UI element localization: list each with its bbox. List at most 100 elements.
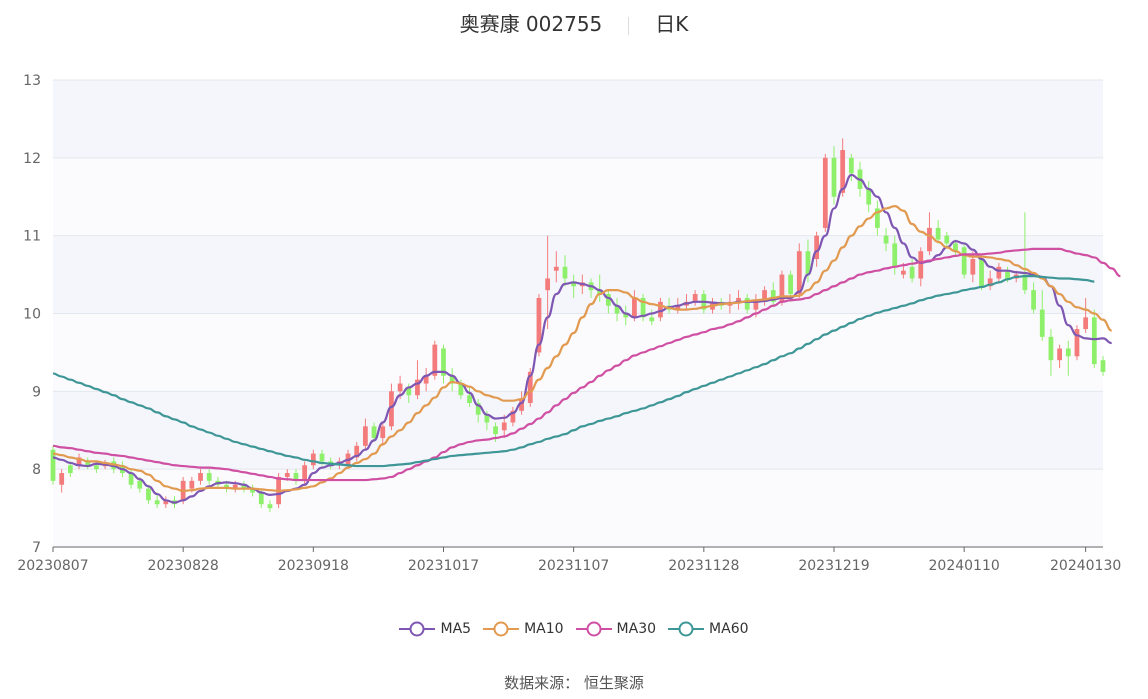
candle bbox=[814, 231, 820, 267]
candle bbox=[50, 445, 56, 485]
candle-body bbox=[493, 426, 498, 435]
y-tick-label: 13 bbox=[23, 73, 41, 89]
candle-body bbox=[371, 426, 377, 439]
candle-body bbox=[389, 391, 394, 427]
candle bbox=[371, 422, 377, 442]
candle-body bbox=[76, 457, 82, 466]
candle-body bbox=[848, 157, 854, 174]
candle bbox=[241, 480, 247, 493]
legend-item-ma60[interactable]: MA60 bbox=[668, 620, 749, 638]
candle-body bbox=[380, 426, 386, 439]
legend-item-ma30[interactable]: MA30 bbox=[575, 620, 656, 638]
candle bbox=[354, 441, 360, 462]
candle-body bbox=[874, 208, 880, 228]
title-separator bbox=[628, 16, 630, 35]
candle-body bbox=[1031, 290, 1036, 310]
candle bbox=[918, 247, 924, 287]
candle-body bbox=[137, 480, 143, 489]
candle bbox=[744, 294, 750, 314]
candle-body bbox=[649, 317, 655, 322]
candle bbox=[293, 469, 299, 485]
candle-body bbox=[501, 422, 507, 431]
candle bbox=[614, 297, 620, 322]
ma-line-ma10 bbox=[52, 204, 1113, 493]
candle bbox=[553, 251, 559, 283]
candle-body bbox=[762, 290, 767, 302]
candle bbox=[536, 294, 542, 357]
candle bbox=[796, 243, 802, 298]
candle bbox=[1083, 297, 1089, 333]
x-axis: 20230807 20230828 20230918 20231017 20231107… bbox=[17, 546, 1121, 574]
candle-body bbox=[59, 473, 65, 485]
candle-body bbox=[67, 465, 73, 474]
candle-body bbox=[805, 251, 811, 275]
candle-body bbox=[770, 290, 776, 302]
candle-body bbox=[510, 410, 516, 423]
stock-title: 奥赛康 002755 bbox=[459, 12, 603, 36]
candle bbox=[822, 153, 828, 232]
candle-body bbox=[1083, 317, 1089, 330]
candle bbox=[944, 231, 950, 248]
y-tick-label: 9 bbox=[32, 384, 41, 400]
legend-label: MA60 bbox=[709, 621, 749, 637]
legend-swatch-icon bbox=[575, 621, 612, 637]
candle-body bbox=[944, 235, 950, 244]
x-tick-label: 20240130 bbox=[1050, 558, 1121, 574]
y-tick-label: 7 bbox=[32, 540, 41, 556]
candle-body bbox=[423, 375, 429, 384]
candle-body bbox=[250, 488, 255, 493]
candle-body bbox=[1074, 329, 1080, 357]
candle-body bbox=[406, 387, 412, 396]
candle-body bbox=[458, 383, 464, 396]
candle bbox=[597, 274, 603, 302]
legend-item-ma5[interactable]: MA5 bbox=[399, 620, 471, 638]
candle bbox=[571, 274, 577, 298]
candle bbox=[848, 153, 854, 182]
candle-body bbox=[658, 301, 663, 318]
candle-body bbox=[146, 488, 151, 501]
candle-body bbox=[961, 247, 967, 275]
legend-item-ma10[interactable]: MA10 bbox=[483, 620, 564, 638]
candle bbox=[996, 262, 1002, 283]
candle-body bbox=[354, 445, 360, 458]
candle bbox=[363, 418, 368, 450]
candle-body bbox=[432, 344, 438, 376]
candle bbox=[736, 290, 741, 310]
candle-body bbox=[675, 305, 681, 310]
candle bbox=[310, 449, 316, 470]
candle-body bbox=[198, 473, 203, 481]
candle bbox=[605, 290, 611, 314]
candle-body bbox=[85, 461, 91, 466]
candle-body bbox=[623, 313, 629, 318]
candle bbox=[206, 469, 212, 485]
candle bbox=[441, 344, 446, 384]
candle-body bbox=[536, 297, 542, 353]
candle-body bbox=[1048, 336, 1054, 361]
candle bbox=[510, 406, 516, 427]
x-tick-label: 20230918 bbox=[278, 558, 349, 574]
x-tick-label: 20231107 bbox=[538, 558, 609, 574]
candle bbox=[935, 220, 941, 244]
candle-body bbox=[892, 243, 898, 267]
candle-body bbox=[1091, 317, 1097, 365]
legend-label: MA5 bbox=[440, 621, 472, 637]
moving-average-lines bbox=[52, 173, 1121, 504]
x-tick-label: 20230828 bbox=[148, 558, 219, 574]
candle bbox=[658, 297, 663, 322]
candle-body bbox=[632, 297, 637, 318]
x-tick-label: 20230807 bbox=[17, 558, 88, 574]
candle bbox=[267, 500, 273, 512]
candle-body bbox=[736, 297, 741, 302]
legend-swatch-icon bbox=[668, 621, 705, 637]
candle-body bbox=[293, 473, 299, 481]
candle-body bbox=[163, 500, 169, 505]
candle-body bbox=[605, 294, 611, 306]
candle bbox=[779, 270, 785, 306]
grid-band bbox=[53, 391, 1103, 470]
candle-body bbox=[553, 266, 559, 271]
candle-body bbox=[796, 251, 802, 295]
candle bbox=[449, 367, 455, 392]
candle bbox=[527, 367, 533, 407]
x-tick-label: 20231128 bbox=[668, 558, 739, 574]
candle-body bbox=[1065, 348, 1071, 357]
